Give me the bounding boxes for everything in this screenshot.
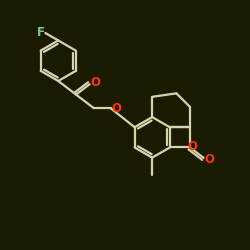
Text: O: O (90, 76, 100, 90)
Text: O: O (188, 140, 198, 153)
Text: O: O (204, 152, 214, 166)
Text: O: O (111, 102, 121, 115)
Text: F: F (37, 26, 45, 38)
